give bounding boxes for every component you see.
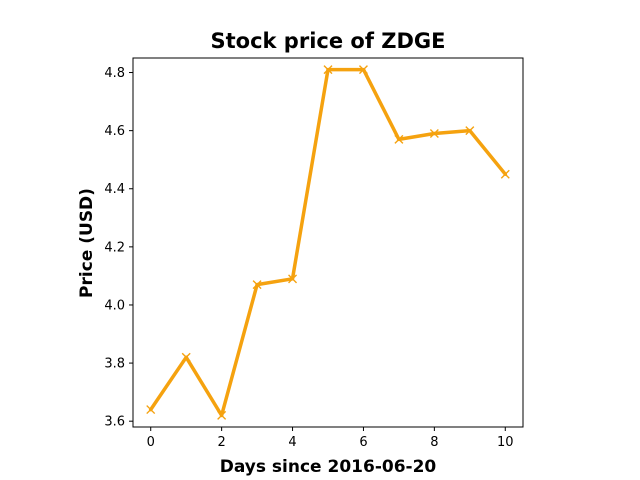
y-axis-ticks: 3.6 3.8 4.0 4.2 4.4 4.6 4.8 — [104, 66, 133, 430]
data-point-marker — [181, 352, 191, 362]
series-group — [146, 65, 510, 420]
data-point-marker — [252, 280, 262, 290]
y-tick-label: 4.0 — [104, 298, 125, 313]
x-axis-ticks: 0 2 4 6 8 10 — [147, 427, 514, 450]
data-point-marker — [146, 405, 156, 415]
x-tick-label: 10 — [497, 435, 514, 450]
x-tick-label: 2 — [217, 435, 225, 450]
x-tick-label: 8 — [430, 435, 438, 450]
data-point-marker — [217, 410, 227, 420]
y-tick-label: 4.6 — [104, 124, 125, 139]
x-axis-label: Days since 2016-06-20 — [220, 457, 437, 477]
data-point-marker — [429, 129, 439, 139]
chart-title: Stock price of ZDGE — [210, 29, 445, 53]
y-tick-label: 3.8 — [104, 357, 125, 372]
y-tick-label: 4.2 — [104, 240, 125, 255]
data-point-marker — [465, 126, 475, 136]
x-tick-label: 6 — [359, 435, 367, 450]
data-point-marker — [323, 65, 333, 75]
data-point-marker — [500, 169, 510, 179]
x-tick-label: 0 — [147, 435, 155, 450]
x-tick-label: 4 — [288, 435, 296, 450]
y-tick-label: 4.8 — [104, 66, 125, 81]
data-point-marker — [288, 274, 298, 284]
y-axis-label: Price (USD) — [77, 188, 97, 298]
plot-area-frame — [132, 57, 524, 428]
y-tick-label: 3.6 — [104, 415, 125, 430]
y-tick-label: 4.4 — [104, 182, 125, 197]
data-point-marker — [394, 134, 404, 144]
data-point-marker — [358, 65, 368, 75]
